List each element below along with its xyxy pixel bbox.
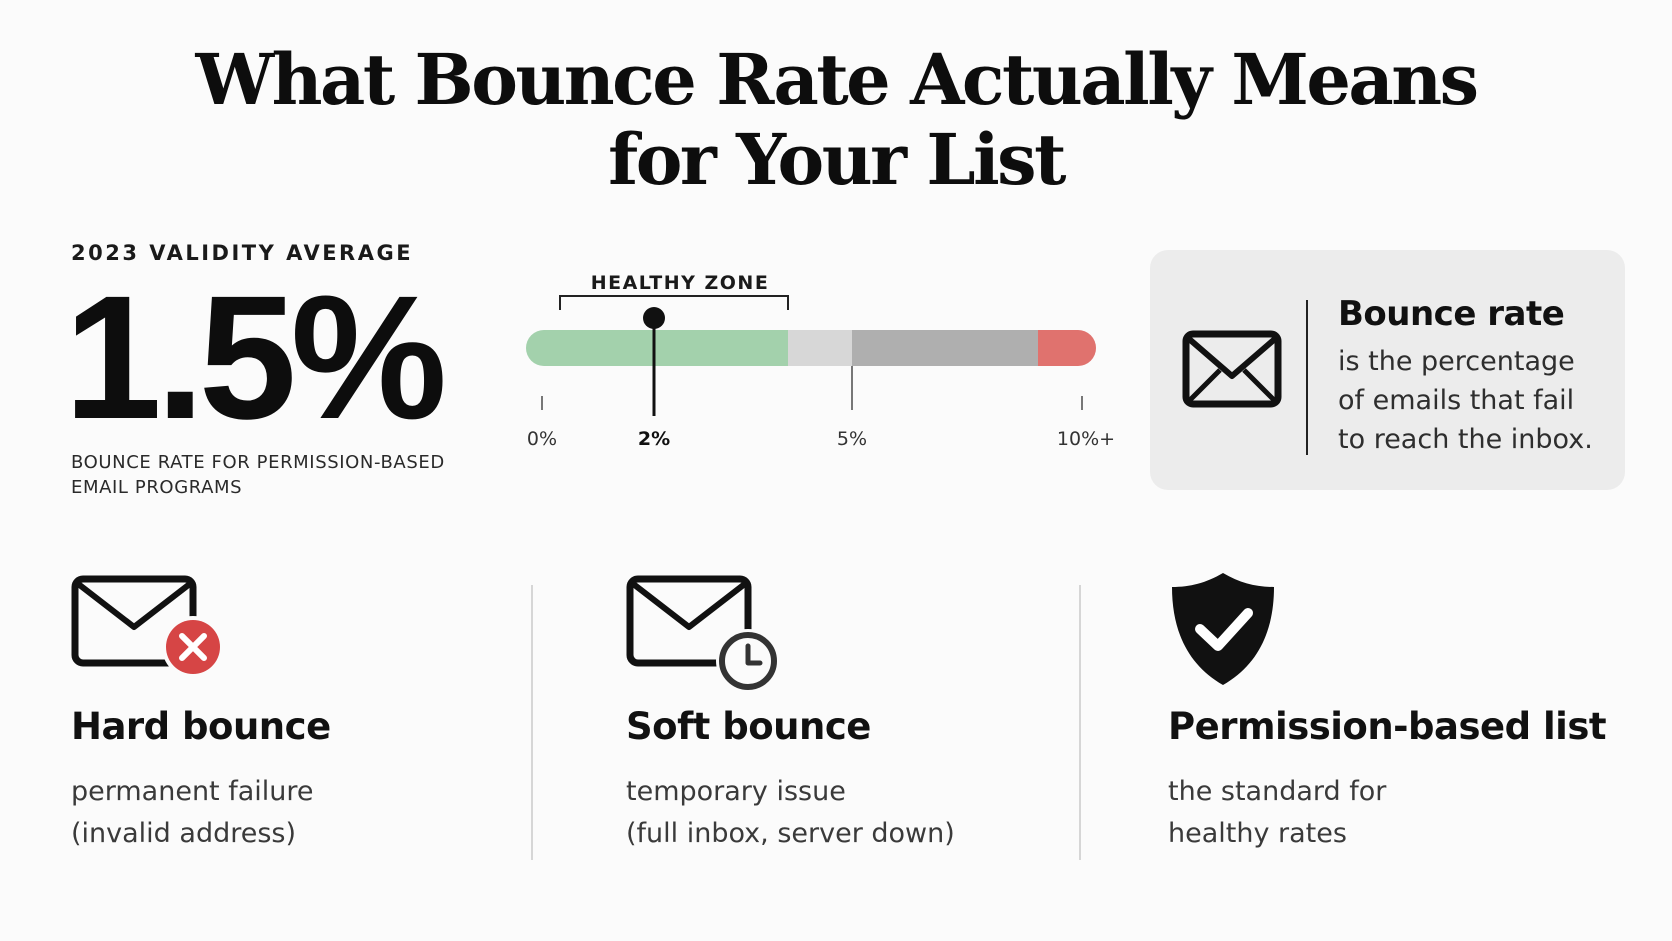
feature-description: the standard for healthy rates [1168,771,1648,855]
definition-title: Bounce rate [1338,294,1565,334]
definition-text: is the percentage of emails that fail to… [1338,342,1608,459]
scale-segment-danger [1038,330,1096,366]
column-divider [1079,585,1081,860]
feature-description: temporary issue (full inbox, server down… [626,771,1106,855]
scale-segment-neutral [788,330,852,366]
feature-title: Permission-based list [1168,705,1607,748]
definition-line-1: is the percentage [1338,346,1575,377]
feature-line-1: permanent failure [71,776,314,807]
definition-line-2: of emails that fail [1338,385,1575,416]
scale-segment-elevated [852,330,1038,366]
definition-divider [1306,300,1308,455]
feature-title: Soft bounce [626,705,871,748]
stat-description: BOUNCE RATE FOR PERMISSION-BASED EMAIL P… [71,450,511,500]
stat-caption: 2023 VALIDITY AVERAGE [71,241,414,265]
definition-line-3: to reach the inbox. [1338,424,1593,455]
feature-line-1: temporary issue [626,776,846,807]
stat-value: 1.5% [64,260,447,456]
feature-line-1: the standard for [1168,776,1387,807]
feature-line-2: (invalid address) [71,818,297,849]
healthy-zone-label: HEALTHY ZONE [590,272,770,294]
scale-segment-healthy [526,330,788,366]
envelope-clock-icon [626,575,780,693]
stat-description-line-2: EMAIL PROGRAMS [71,477,243,498]
tick-label-marker: 2% [637,428,671,450]
healthy-zone-bracket [559,295,789,310]
envelope-x-icon [71,575,224,678]
tick-label-0: 0% [526,428,558,450]
marker-dot [643,307,665,329]
envelope-icon [1182,330,1282,408]
tick-label-5: 5% [836,428,868,450]
tick-label-10: 10%+ [1056,428,1116,450]
stat-description-line-1: BOUNCE RATE FOR PERMISSION-BASED [71,452,445,473]
definition-card: Bounce rate is the percentage of emails … [1150,250,1625,490]
feature-line-2: healthy rates [1168,818,1347,849]
scale-graphic [526,295,1096,416]
title-line-1: What Bounce Rate Actually Means [195,38,1479,121]
feature-line-2: (full inbox, server down) [626,818,955,849]
feature-hard-bounce: Hard bounce permanent failure (invalid a… [71,575,551,875]
shield-check-icon [1172,573,1274,685]
feature-soft-bounce: Soft bounce temporary issue (full inbox,… [626,575,1106,875]
page-title: What Bounce Rate Actually Means for Your… [0,40,1672,200]
feature-title: Hard bounce [71,705,331,748]
feature-permission-based-list: Permission-based list the standard for h… [1168,573,1648,875]
bounce-rate-scale: HEALTHY ZONE 0% 2% 5% 10%+ [520,268,1120,450]
feature-description: permanent failure (invalid address) [71,771,551,855]
column-divider [531,585,533,860]
title-line-2: for Your List [608,118,1066,201]
